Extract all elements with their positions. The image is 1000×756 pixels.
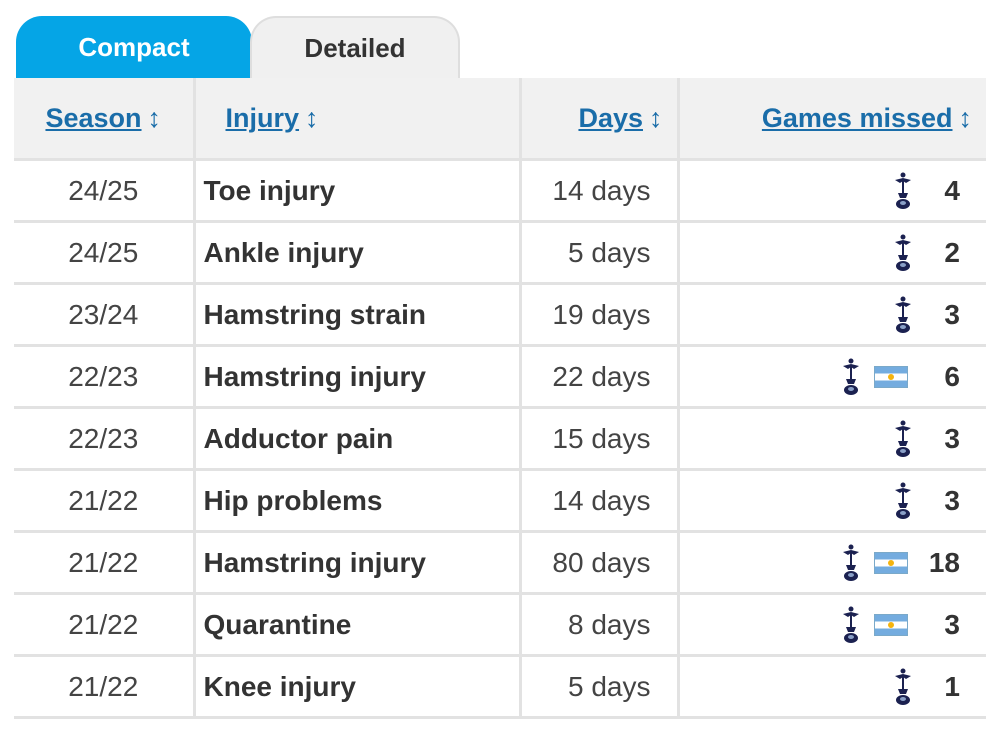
season-cell: 21/22 [14,655,194,719]
games-missed-group: 18 [692,543,960,583]
injury-cell: Adductor pain [192,407,520,471]
games-missed-group: 1 [692,667,960,707]
games-missed-count: 4 [944,174,960,206]
days-cell: 14 days [518,159,678,223]
table-row: 24/25 Ankle injury 5 days 2 [14,221,986,285]
club-crest-icon[interactable] [892,481,914,521]
days-cell: 5 days [518,655,678,719]
season-cell: 24/25 [14,221,194,285]
days-cell: 22 days [518,345,678,409]
sort-games-link[interactable]: Games missed [761,102,953,133]
games-missed-count: 3 [944,484,960,516]
days-cell: 80 days [518,531,678,595]
column-header-injury[interactable]: Injury ↕ [192,78,520,161]
club-crest-icon[interactable] [892,419,914,459]
games-missed-group: 2 [692,233,960,273]
club-crest-icon[interactable] [892,667,914,707]
days-cell: 19 days [518,283,678,347]
club-crest-icon[interactable] [840,605,862,645]
club-crest-icon[interactable] [892,233,914,273]
games-missed-group: 3 [692,605,960,645]
days-cell: 5 days [518,221,678,285]
table-body: 24/25 Toe injury 14 days 4 24/25 Ankle injury… [14,159,986,719]
games-missed-cell: 3 [676,283,986,347]
games-missed-cell: 18 [676,531,986,595]
sort-days-link[interactable]: Days [578,102,643,133]
table-row: 22/23 Hamstring injury 22 days 6 [14,345,986,409]
injury-cell: Hamstring injury [192,531,520,595]
argentina-flag-icon[interactable] [874,551,908,574]
games-missed-cell: 3 [676,407,986,471]
table-row: 22/23 Adductor pain 15 days 3 [14,407,986,471]
injury-cell: Knee injury [192,655,520,719]
view-tabs: Compact Detailed [14,0,986,78]
injury-cell: Toe injury [192,159,520,223]
games-missed-group: 6 [692,357,960,397]
injury-cell: Hamstring injury [192,345,520,409]
sort-arrows-icon[interactable]: ↕ [147,102,162,133]
season-cell: 22/23 [14,407,194,471]
games-missed-cell: 2 [676,221,986,285]
days-cell: 15 days [518,407,678,471]
games-missed-group: 3 [692,419,960,459]
club-crest-icon[interactable] [840,357,862,397]
sort-season-link[interactable]: Season [45,102,142,133]
games-missed-cell: 1 [676,655,986,719]
games-missed-cell: 3 [676,469,986,533]
club-crest-icon[interactable] [892,295,914,335]
tab-compact[interactable]: Compact [16,16,252,78]
injury-cell: Ankle injury [192,221,520,285]
games-missed-count: 1 [944,670,960,702]
table-row: 21/22 Hip problems 14 days 3 [14,469,986,533]
season-cell: 22/23 [14,345,194,409]
injury-table: Season ↕ Injury ↕ Days ↕ Games missed ↕ 24/2… [14,78,986,719]
column-header-season[interactable]: Season ↕ [14,78,194,161]
table-row: 21/22 Hamstring injury 80 days 18 [14,531,986,595]
sort-arrows-icon[interactable]: ↕ [305,102,319,133]
argentina-flag-icon[interactable] [874,365,908,388]
games-missed-group: 4 [692,171,960,211]
injury-cell: Hip problems [192,469,520,533]
table-row: 21/22 Knee injury 5 days 1 [14,655,986,719]
games-missed-group: 3 [692,295,960,335]
injury-cell: Hamstring strain [192,283,520,347]
games-missed-group: 3 [692,481,960,521]
table-row: 24/25 Toe injury 14 days 4 [14,159,986,223]
days-cell: 14 days [518,469,678,533]
sort-injury-link[interactable]: Injury [225,102,300,133]
games-missed-cell: 4 [676,159,986,223]
games-missed-count: 2 [944,236,960,268]
games-missed-count: 3 [944,422,960,454]
games-missed-count: 3 [944,608,960,640]
tab-detailed[interactable]: Detailed [250,16,460,78]
games-missed-cell: 6 [676,345,986,409]
season-cell: 21/22 [14,531,194,595]
sort-arrows-icon[interactable]: ↕ [958,102,973,133]
table-header-row: Season ↕ Injury ↕ Days ↕ Games missed ↕ [14,78,986,161]
injury-cell: Quarantine [192,593,520,657]
games-missed-count: 18 [928,546,960,578]
sort-arrows-icon[interactable]: ↕ [649,102,663,133]
games-missed-count: 6 [944,360,960,392]
games-missed-count: 3 [944,298,960,330]
table-row: 23/24 Hamstring strain 19 days 3 [14,283,986,347]
column-header-days[interactable]: Days ↕ [518,78,678,161]
club-crest-icon[interactable] [892,171,914,211]
column-header-games-missed[interactable]: Games missed ↕ [676,78,986,161]
season-cell: 21/22 [14,593,194,657]
injury-history-panel: Compact Detailed Season ↕ Injury ↕ Days ↕ G… [14,0,986,756]
season-cell: 23/24 [14,283,194,347]
season-cell: 24/25 [14,159,194,223]
argentina-flag-icon[interactable] [874,613,908,636]
season-cell: 21/22 [14,469,194,533]
days-cell: 8 days [518,593,678,657]
club-crest-icon[interactable] [840,543,862,583]
games-missed-cell: 3 [676,593,986,657]
table-row: 21/22 Quarantine 8 days 3 [14,593,986,657]
